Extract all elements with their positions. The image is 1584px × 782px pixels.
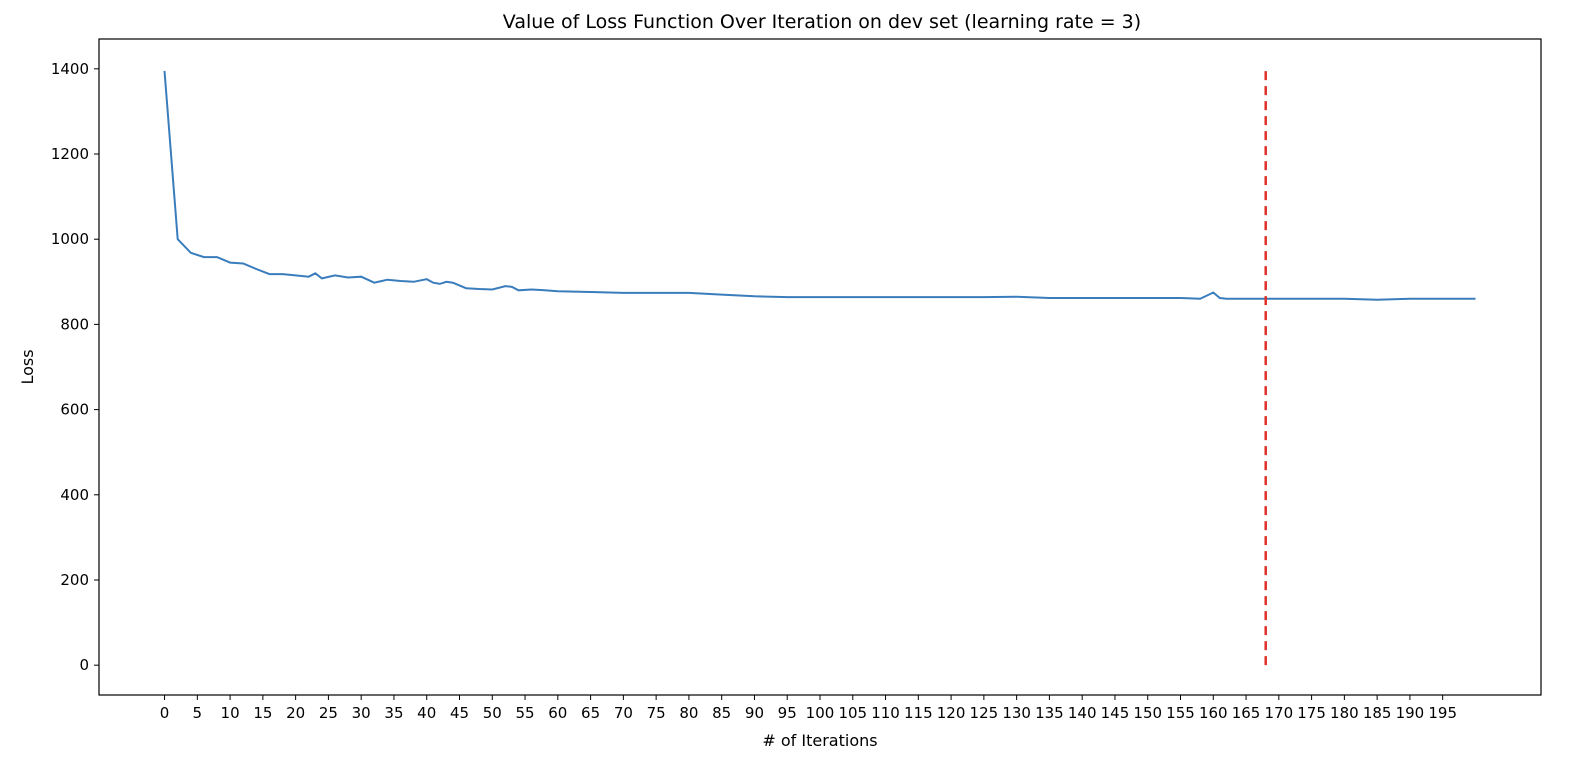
chart-title: Value of Loss Function Over Iteration on… bbox=[503, 11, 1141, 33]
x-tick-label: 130 bbox=[1002, 704, 1031, 722]
x-tick-label: 115 bbox=[904, 704, 933, 722]
x-tick-label: 165 bbox=[1232, 704, 1261, 722]
x-axis-ticks: 0 5 10 15 20 25 30 35 40 45 50 55 60 65 70 75 80 85 90 95 10… bbox=[160, 695, 1457, 722]
x-tick-label: 125 bbox=[970, 704, 999, 722]
x-tick-label: 135 bbox=[1035, 704, 1064, 722]
y-tick-label: 1000 bbox=[51, 230, 89, 248]
y-axis-label: Loss bbox=[18, 349, 37, 384]
x-tick-label: 25 bbox=[319, 704, 338, 722]
x-tick-label: 70 bbox=[614, 704, 633, 722]
x-tick-label: 105 bbox=[838, 704, 867, 722]
x-tick-label: 190 bbox=[1396, 704, 1425, 722]
x-tick-label: 40 bbox=[417, 704, 436, 722]
x-tick-label: 75 bbox=[647, 704, 666, 722]
y-tick-label: 0 bbox=[79, 656, 89, 674]
x-tick-label: 60 bbox=[548, 704, 567, 722]
x-tick-label: 140 bbox=[1068, 704, 1097, 722]
y-tick-label: 200 bbox=[60, 571, 89, 589]
y-tick-label: 1200 bbox=[51, 145, 89, 163]
x-tick-label: 80 bbox=[679, 704, 698, 722]
x-tick-label: 85 bbox=[712, 704, 731, 722]
loss-series-line bbox=[163, 70, 1476, 301]
x-tick-label: 175 bbox=[1297, 704, 1326, 722]
x-tick-label: 170 bbox=[1264, 704, 1293, 722]
x-tick-label: 185 bbox=[1363, 704, 1392, 722]
x-tick-label: 30 bbox=[352, 704, 371, 722]
x-axis-label: # of Iterations bbox=[762, 731, 877, 750]
y-tick-label: 400 bbox=[60, 486, 89, 504]
x-tick-label: 65 bbox=[581, 704, 600, 722]
y-tick-label: 800 bbox=[60, 315, 89, 333]
x-tick-label: 160 bbox=[1199, 704, 1228, 722]
y-axis-ticks: 0 200 400 600 800 1000 1200 1400 bbox=[51, 60, 99, 674]
x-tick-label: 180 bbox=[1330, 704, 1359, 722]
x-tick-label: 55 bbox=[515, 704, 534, 722]
x-tick-label: 5 bbox=[193, 704, 203, 722]
x-tick-label: 110 bbox=[871, 704, 900, 722]
x-tick-label: 0 bbox=[160, 704, 170, 722]
y-tick-label: 600 bbox=[60, 401, 89, 419]
plot-frame bbox=[98, 38, 1542, 696]
x-tick-label: 35 bbox=[384, 704, 403, 722]
x-tick-label: 145 bbox=[1101, 704, 1130, 722]
x-tick-label: 150 bbox=[1133, 704, 1162, 722]
x-tick-label: 100 bbox=[806, 704, 835, 722]
x-tick-label: 120 bbox=[937, 704, 966, 722]
x-tick-label: 195 bbox=[1428, 704, 1457, 722]
x-tick-label: 90 bbox=[745, 704, 764, 722]
x-tick-label: 10 bbox=[221, 704, 240, 722]
x-tick-label: 50 bbox=[483, 704, 502, 722]
x-tick-label: 95 bbox=[778, 704, 797, 722]
x-tick-label: 155 bbox=[1166, 704, 1195, 722]
x-tick-label: 45 bbox=[450, 704, 469, 722]
x-tick-label: 20 bbox=[286, 704, 305, 722]
y-tick-label: 1400 bbox=[51, 60, 89, 78]
x-tick-label: 15 bbox=[253, 704, 272, 722]
